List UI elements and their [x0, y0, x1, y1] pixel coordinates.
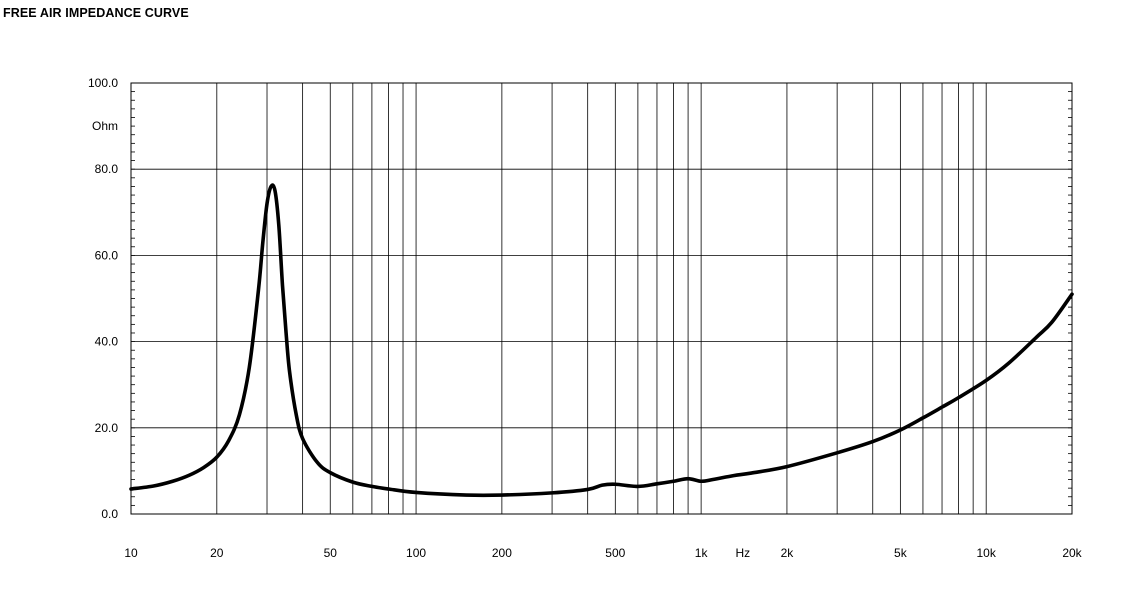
y-tick-label: 80.0: [95, 162, 119, 176]
y-axis-ticks: 0.0 20.0 40.0 60.0 80.0 100.0: [88, 76, 118, 521]
x-tick-label: 20k: [1062, 546, 1082, 560]
y-axis-label: Ohm: [92, 119, 118, 133]
plot-frame: [130, 82, 1073, 515]
series-layer: [129, 183, 1074, 498]
x-tick-label: 100: [406, 546, 426, 560]
x-tick-label: 10: [124, 546, 138, 560]
x-axis-label: Hz: [735, 546, 750, 560]
x-tick-label: 5k: [894, 546, 908, 560]
x-tick-label: 10k: [977, 546, 997, 560]
grid-layer: [131, 83, 1072, 514]
impedance-series-line: [129, 183, 1074, 498]
x-tick-label: 2k: [781, 546, 795, 560]
x-tick-label: 500: [605, 546, 625, 560]
x-axis-ticks: 10 20 50 100 200 500 1k 2k 5k 10k 20k: [124, 546, 1082, 560]
y-tick-label: 40.0: [95, 335, 119, 349]
y-tick-label: 100.0: [88, 76, 118, 90]
x-tick-label: 200: [492, 546, 512, 560]
x-tick-label: 20: [210, 546, 224, 560]
chart-title: FREE AIR IMPEDANCE CURVE: [3, 6, 189, 20]
y-tick-label: 0.0: [101, 507, 118, 521]
x-tick-label: 1k: [695, 546, 709, 560]
x-tick-label: 50: [324, 546, 338, 560]
y-tick-label: 60.0: [95, 248, 119, 262]
y-tick-label: 20.0: [95, 421, 119, 435]
